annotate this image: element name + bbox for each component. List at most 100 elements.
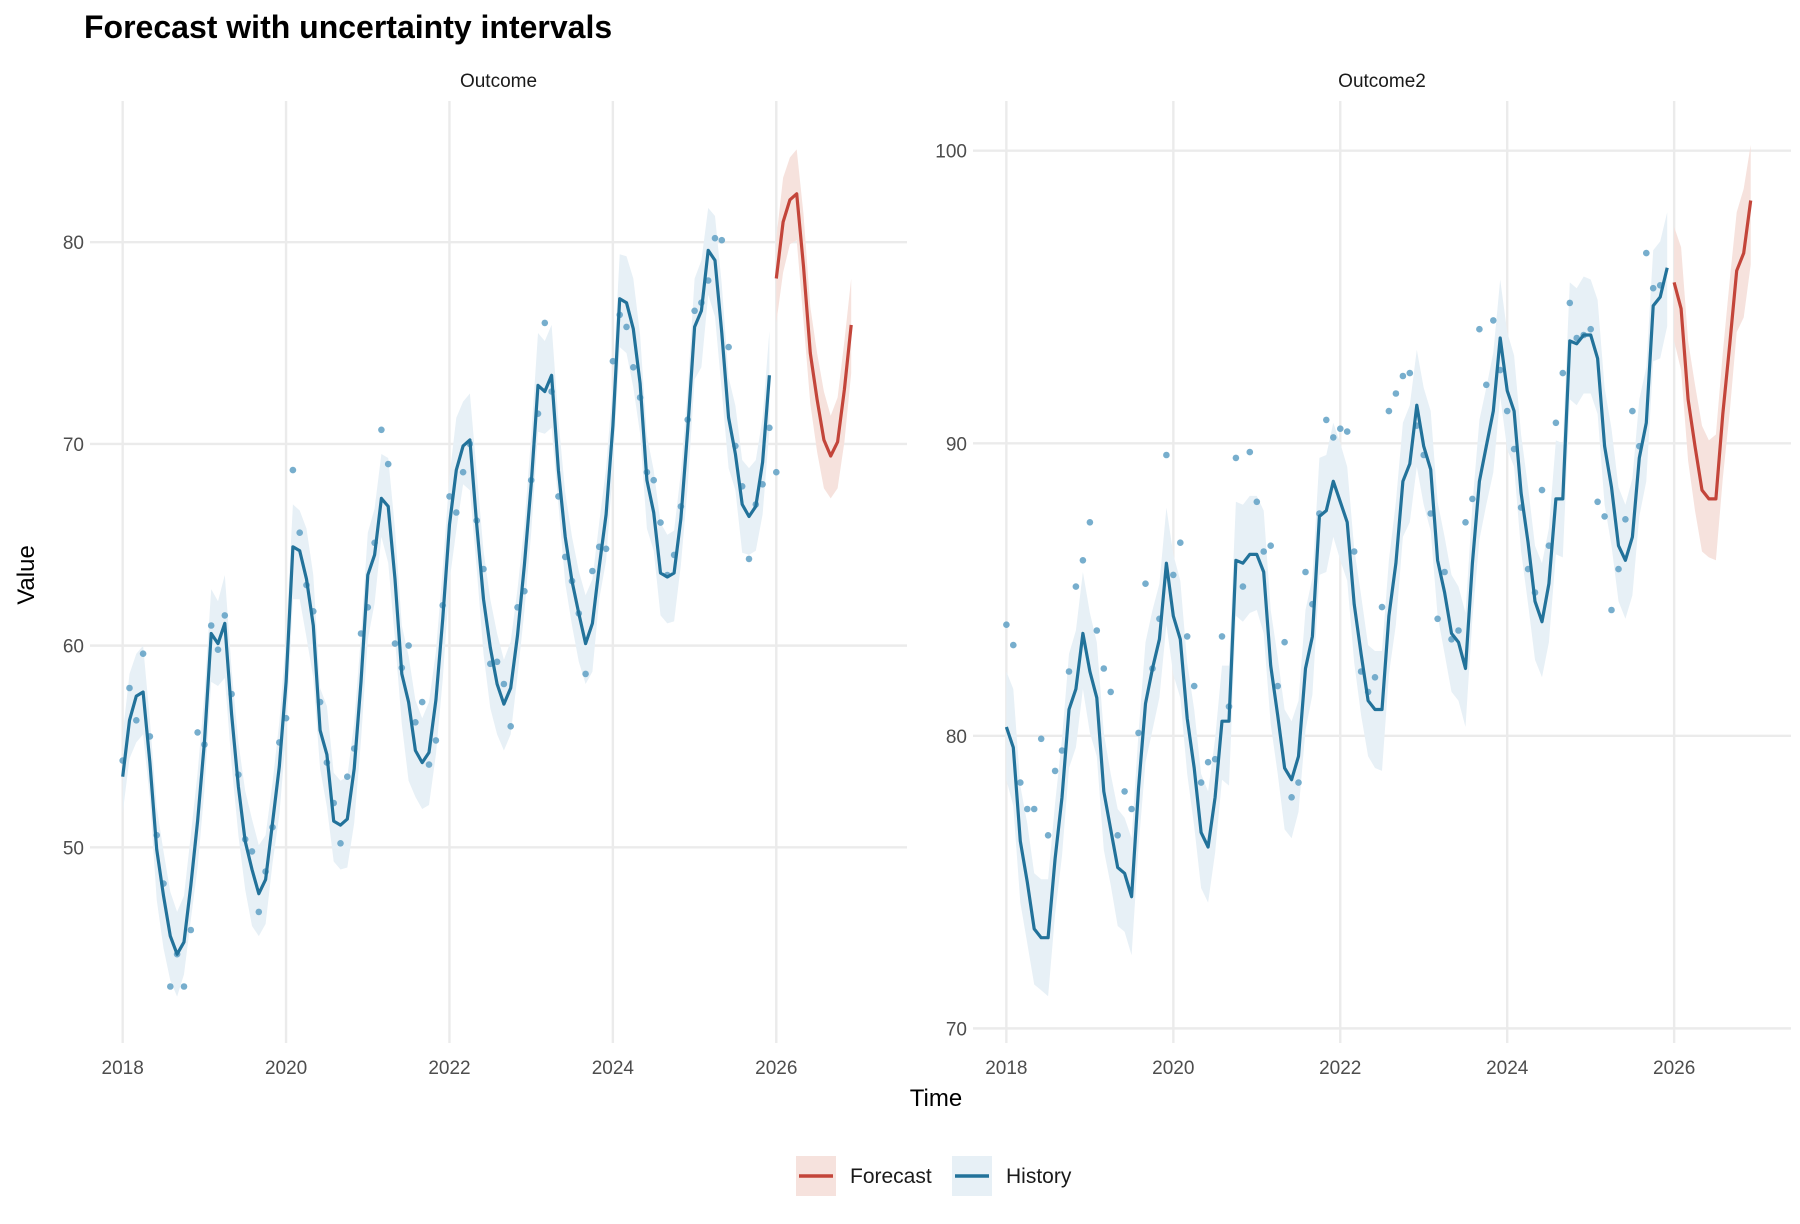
chart-title: Forecast with uncertainty intervals: [84, 9, 612, 45]
observed-point: [1399, 372, 1407, 380]
observed-point: [1128, 805, 1135, 813]
observed-point: [1142, 580, 1149, 587]
observed-point: [412, 719, 419, 726]
legend-item-history: History: [952, 1156, 1072, 1196]
observed-point: [378, 426, 385, 434]
observed-point: [1100, 665, 1108, 672]
observed-point: [1246, 448, 1254, 456]
observed-point: [500, 680, 508, 688]
observed-point: [507, 723, 514, 730]
observed-point: [1469, 495, 1476, 503]
observed-point: [1093, 627, 1101, 634]
observed-point: [1337, 425, 1344, 433]
observed-point: [623, 323, 630, 331]
observed-point: [1622, 516, 1629, 523]
y-tick-label: 80: [63, 233, 84, 254]
observed-point: [1649, 284, 1657, 292]
observed-point: [1441, 568, 1448, 576]
panel-strip-label: Outcome2: [1338, 71, 1426, 92]
observed-point: [207, 622, 215, 629]
observed-point: [493, 658, 501, 666]
observed-point: [432, 737, 440, 744]
observed-point: [1295, 779, 1302, 786]
observed-point: [1003, 621, 1010, 628]
observed-point: [630, 364, 637, 371]
observed-point: [1065, 668, 1073, 675]
observed-point: [1086, 519, 1094, 526]
observed-point: [1643, 249, 1650, 257]
observed-point: [1406, 369, 1414, 377]
observed-point: [1183, 633, 1191, 640]
observed-point: [1107, 688, 1114, 696]
y-tick-label: 50: [63, 838, 84, 859]
observed-point: [1566, 299, 1574, 307]
forecast-interval-band: [776, 149, 852, 499]
observed-point: [1455, 627, 1462, 634]
observed-point: [657, 519, 664, 526]
observed-point: [1170, 571, 1177, 579]
observed-point: [745, 555, 753, 563]
observed-point: [405, 642, 412, 649]
history-line: [1004, 267, 1669, 940]
y-tick-label: 70: [946, 1019, 967, 1040]
observed-point: [1629, 407, 1636, 415]
observed-point: [1350, 548, 1358, 555]
observed-point: [1462, 519, 1469, 526]
observed-point: [1218, 633, 1226, 640]
observed-point: [1587, 325, 1594, 333]
observed-point: [1594, 498, 1601, 506]
observed-point: [1281, 638, 1288, 646]
observed-point: [609, 357, 617, 365]
observed-point: [711, 234, 719, 242]
observed-point: [541, 319, 549, 327]
observed-point: [1121, 788, 1128, 795]
panel-strip-label: Outcome: [460, 71, 537, 92]
observed-point: [1135, 729, 1142, 737]
observed-point: [1343, 428, 1351, 435]
observed-point: [1190, 682, 1198, 690]
observed-point: [1274, 682, 1281, 690]
observed-point: [1392, 390, 1400, 397]
observed-point: [221, 612, 229, 619]
observed-point: [344, 773, 351, 780]
observed-point: [1288, 794, 1295, 801]
x-tick-label: 2018: [102, 1058, 144, 1079]
legend-label: Forecast: [850, 1165, 932, 1188]
observed-point: [180, 983, 188, 990]
observed-point: [289, 466, 297, 474]
observed-point: [1385, 407, 1393, 415]
observed-point: [650, 476, 657, 484]
x-tick-label: 2026: [1653, 1058, 1695, 1079]
observed-point: [1030, 805, 1038, 813]
y-tick-label: 100: [935, 142, 967, 163]
observed-point: [1197, 779, 1205, 786]
observed-point: [1037, 735, 1045, 743]
observed-point: [1330, 434, 1337, 441]
observed-point: [1378, 603, 1386, 611]
observed-point: [1072, 583, 1080, 590]
observed-point: [459, 468, 467, 476]
observed-point: [1503, 407, 1511, 415]
forecast-interval-band: [1674, 144, 1751, 561]
observed-point: [248, 848, 256, 855]
observed-point: [1323, 416, 1330, 424]
x-tick-label: 2022: [1319, 1058, 1361, 1079]
observed-point: [718, 236, 726, 244]
observed-point: [1017, 779, 1024, 786]
observed-point: [1253, 498, 1261, 506]
observed-point: [582, 670, 589, 678]
observed-point: [1615, 565, 1622, 573]
observed-point: [1232, 454, 1240, 462]
observed-point: [1490, 317, 1497, 324]
observed-point: [1239, 583, 1247, 590]
observed-point: [589, 567, 596, 575]
observed-point: [1260, 548, 1267, 555]
x-axis-label: Time: [910, 1085, 962, 1112]
gridlines: [973, 101, 1791, 1043]
observed-point: [133, 717, 140, 724]
legend: Forecast History: [796, 1156, 1072, 1196]
observed-point: [453, 509, 460, 516]
panel-outcome2: Outcome2 70 80 90 100 2018 2020 2022 2024 2026: [935, 71, 1791, 1079]
